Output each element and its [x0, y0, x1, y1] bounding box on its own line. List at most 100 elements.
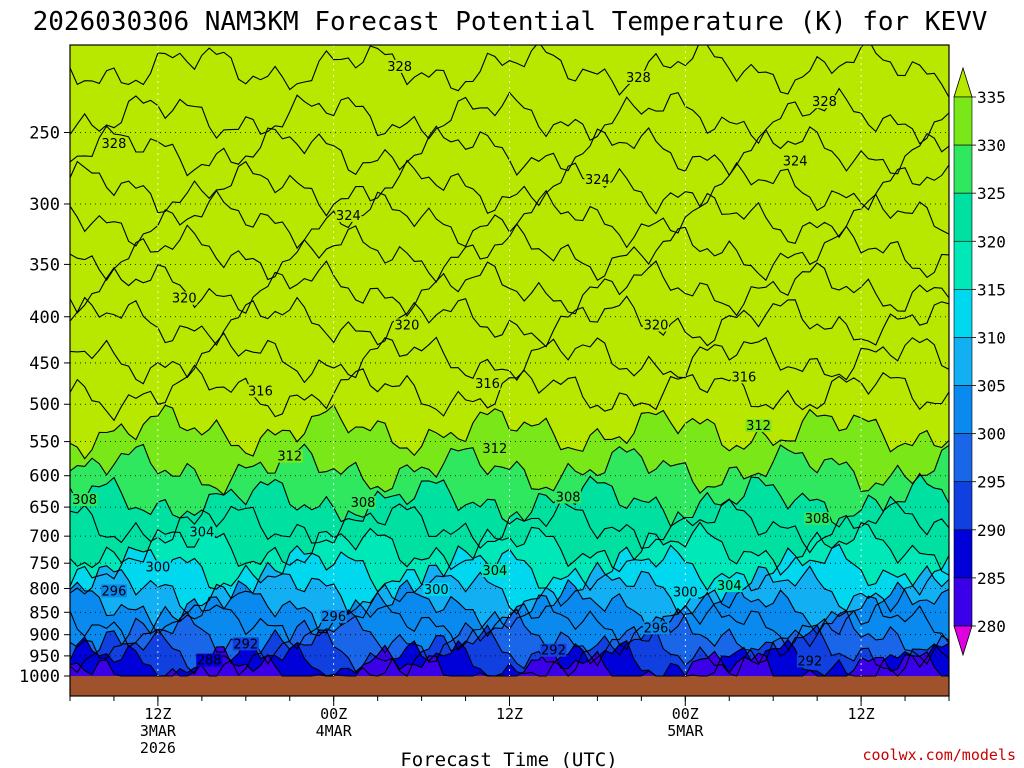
contour-label-bg [188, 525, 215, 539]
contour-label-304: 304 [482, 564, 507, 579]
colorbar-label-330: 330 [977, 136, 1006, 155]
contour-label-bg [643, 318, 669, 332]
contour-label-320: 320 [395, 318, 420, 333]
contour-label-bg [555, 490, 582, 504]
contour-label-bg [625, 70, 652, 84]
contour-label-312: 312 [482, 442, 507, 457]
x-tick-label-line2: 4MAR [316, 722, 353, 740]
contour-label-bg [423, 582, 450, 596]
x-tick-label-line1: 12Z [848, 705, 875, 723]
contour-label-bg [247, 384, 274, 398]
colorbar-swatch-290 [953, 529, 973, 579]
colorbar-swatch-335 [953, 96, 973, 146]
colorbar-label-335: 335 [977, 88, 1006, 107]
isentrope-308 [70, 472, 949, 528]
y-tick-label-450: 450 [29, 354, 60, 374]
contour-label-328: 328 [387, 60, 412, 75]
isentrope-294 [70, 607, 949, 667]
y-tick-label-500: 500 [29, 395, 60, 415]
contour-label-312: 312 [277, 450, 302, 465]
contour-label-bg [796, 654, 823, 668]
colorbar-label-315: 315 [977, 280, 1006, 299]
credit-link[interactable]: coolwx.com/models [862, 746, 1016, 764]
colorbar-swatch-285 [953, 577, 973, 627]
contour-label-320: 320 [172, 292, 197, 307]
y-tick-label-700: 700 [29, 527, 60, 547]
colorbar-label-325: 325 [977, 184, 1006, 203]
y-tick-label-600: 600 [29, 467, 60, 487]
contour-label-bg [804, 512, 831, 526]
contour-label-bg [335, 208, 362, 222]
contour-label-bg [481, 442, 508, 456]
theta-fill-bands [70, 45, 949, 677]
contour-label-320: 320 [644, 318, 669, 333]
contour-labels: 328 328 328 328 324 324 324 320 320 320 316 316 316 3… [71, 59, 838, 669]
contour-label-316: 316 [248, 384, 273, 399]
y-tick-label-250: 250 [29, 123, 60, 143]
contour-label-316: 316 [475, 377, 500, 392]
isentrope-322 [70, 222, 949, 283]
colorbar-top-arrow [953, 66, 973, 98]
contour-label-292: 292 [541, 644, 566, 659]
isentrope-300 [70, 561, 949, 615]
x-tick-label-line3: 2026 [140, 739, 176, 757]
colorbar-swatch-325 [953, 192, 973, 242]
colorbar-swatch-315 [953, 289, 973, 338]
colorbar: 280 285 290 295 300 305 310 315 320 325 330 335 [953, 66, 1006, 657]
contour-label-bg [393, 318, 420, 332]
colorbar-label-280: 280 [977, 617, 1006, 636]
contour-label-bg [481, 563, 508, 577]
x-tick-label-line1: 12Z [144, 705, 171, 723]
isentrope-330 [70, 87, 949, 145]
colorbar-swatch-310 [953, 337, 973, 386]
contour-label-308: 308 [72, 493, 97, 508]
contour-label-bg [144, 560, 171, 574]
contour-label-bg [350, 496, 376, 510]
y-tick-label-800: 800 [29, 580, 60, 600]
contour-label-328: 328 [102, 137, 127, 152]
x-tick-label-line1: 00Z [672, 705, 699, 723]
contour-label-316: 316 [731, 370, 756, 385]
contour-label-328: 328 [626, 71, 651, 86]
colorbar-swatch-330 [953, 144, 973, 194]
chart-title: 2026030306 NAM3KM Forecast Potential Tem… [33, 7, 988, 37]
contour-label-bg [320, 609, 347, 623]
contour-label-bg [584, 173, 611, 187]
x-tick-label-line2: 5MAR [667, 722, 704, 740]
contour-label-bg [171, 291, 198, 305]
x-axis-label: Forecast Time (UTC) [400, 749, 617, 768]
isentrope-332 [70, 45, 949, 98]
colorbar-label-320: 320 [977, 232, 1006, 251]
contour-label-bg [71, 493, 98, 507]
y-axis: 250 300 350 400 450 500 550 600 650 700 750 800 850 9… [19, 123, 70, 687]
contour-label-bg [811, 95, 838, 109]
contour-label-304: 304 [189, 525, 214, 540]
contour-label-bg [196, 653, 223, 667]
contour-label-bg [540, 643, 567, 657]
contour-label-bg [100, 136, 127, 150]
contour-label-324: 324 [336, 209, 361, 224]
y-tick-label-1000: 1000 [19, 667, 60, 687]
y-tick-label-950: 950 [29, 647, 60, 667]
contour-label-288: 288 [197, 654, 222, 669]
contour-label-296: 296 [102, 584, 127, 599]
theta-band-288 [70, 645, 949, 676]
colorbar-swatch-300 [953, 433, 973, 483]
contour-label-308: 308 [805, 512, 830, 527]
theta-band-290 [70, 636, 949, 676]
colorbar-label-285: 285 [977, 569, 1006, 588]
contour-label-304: 304 [717, 579, 742, 594]
y-tick-label-850: 850 [29, 603, 60, 623]
y-tick-label-900: 900 [29, 626, 60, 646]
contour-label-bg [386, 59, 413, 73]
isentrope-314 [70, 364, 949, 422]
contour-label-300: 300 [145, 560, 170, 575]
contour-label-324: 324 [585, 173, 610, 188]
contour-label-bg [782, 154, 809, 168]
y-tick-label-550: 550 [29, 433, 60, 453]
contour-label-300: 300 [424, 583, 449, 598]
colorbar-swatch-320 [953, 240, 973, 290]
colorbar-label-305: 305 [977, 377, 1006, 396]
colorbar-label-300: 300 [977, 425, 1006, 444]
